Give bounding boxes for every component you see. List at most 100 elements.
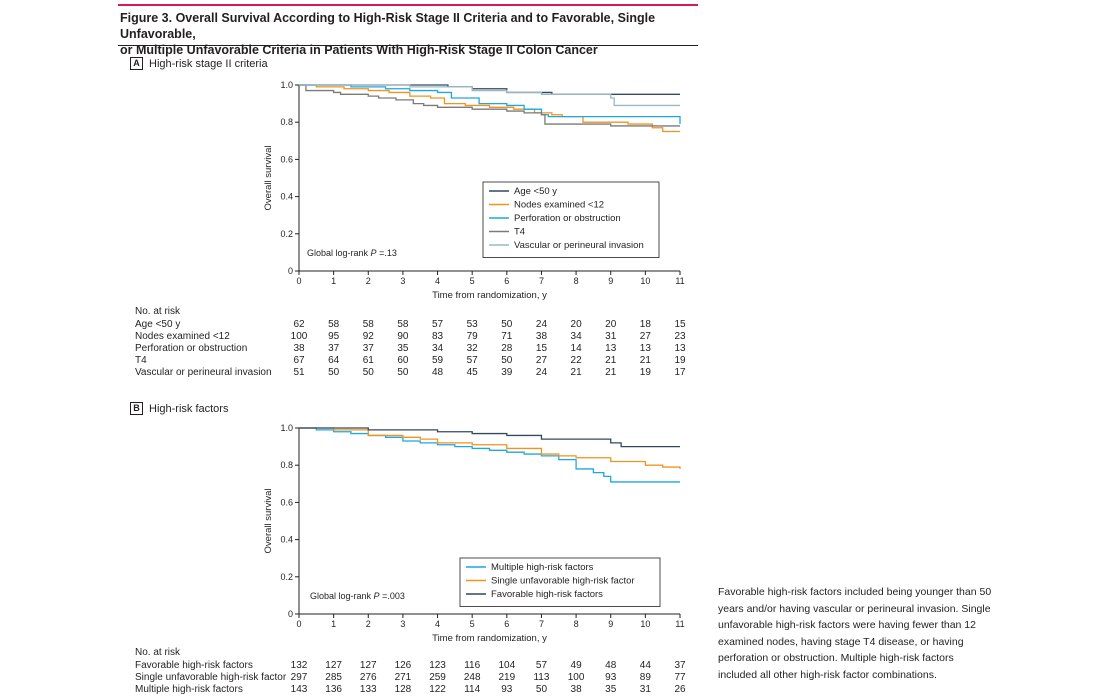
at-risk-value: 35 — [397, 343, 409, 354]
x-tick-label: 8 — [574, 619, 579, 629]
at-risk-value: 219 — [498, 672, 516, 683]
legend-label-5: Vascular or perineural invasion — [514, 240, 644, 251]
at-risk-value: 39 — [501, 367, 513, 378]
x-tick-label: 3 — [400, 619, 405, 629]
at-risk-value: 93 — [605, 672, 617, 683]
panel-a-letter: A — [130, 57, 143, 70]
at-risk-value: 31 — [605, 331, 617, 342]
at-risk-value: 44 — [639, 660, 651, 671]
at-risk-row: Multiple high-risk factors 143 136 133 128 12… — [135, 684, 695, 696]
at-risk-value: 60 — [397, 355, 409, 366]
annotation-p: P — [371, 248, 377, 258]
x-tick-label: 3 — [400, 276, 405, 286]
series-line-3 — [299, 427, 680, 448]
at-risk-value: 64 — [328, 355, 340, 366]
at-risk-value: 13 — [605, 343, 617, 354]
x-tick-label: 7 — [539, 276, 544, 286]
at-risk-row: Age <50 y 62 58 58 58 57 53 50 24 20 20 18 15 — [135, 319, 695, 331]
at-risk-value: 57 — [466, 355, 478, 366]
series-line-2 — [299, 427, 681, 469]
annotation-prefix: Global log-rank — [307, 248, 371, 258]
at-risk-value: 89 — [639, 672, 651, 683]
x-tick-label: 4 — [435, 276, 440, 286]
series-line-4 — [299, 84, 680, 127]
legend-label-3: Favorable high-risk factors — [491, 589, 603, 600]
at-risk-value: 35 — [605, 684, 617, 695]
at-risk-value: 58 — [397, 319, 409, 330]
panel-a-label: A High-risk stage II criteria — [130, 57, 268, 70]
y-tick-label: 0 — [288, 266, 293, 276]
annotation-value: =.13 — [377, 248, 397, 258]
series-line-3 — [299, 84, 681, 125]
at-risk-row-label: Favorable high-risk factors — [135, 660, 253, 671]
x-tick-label: 7 — [539, 619, 544, 629]
at-risk-value: 21 — [570, 367, 582, 378]
at-risk-value: 27 — [639, 331, 651, 342]
at-risk-value: 20 — [605, 319, 617, 330]
panel-b-letter: B — [130, 402, 143, 415]
at-risk-value: 37 — [328, 343, 340, 354]
figure-title-line1: Figure 3. Overall Survival According to … — [120, 11, 656, 41]
at-risk-value: 62 — [293, 319, 305, 330]
at-risk-value: 133 — [359, 684, 377, 695]
at-risk-value: 13 — [674, 343, 686, 354]
at-risk-value: 276 — [359, 672, 377, 683]
y-tick-label: 1.0 — [280, 423, 293, 433]
at-risk-value: 50 — [362, 367, 374, 378]
survival-chart-b: 0 0.2 0.4 0.6 0.8 1.0 0 1 2 3 4 5 6 7 8 9 10 11 Time from … — [263, 423, 685, 644]
at-risk-value: 83 — [431, 331, 444, 342]
log-rank-annotation: Global log-rank P =.13 — [307, 248, 397, 258]
at-risk-row: Perforation or obstruction 38 37 37 35 34 32 28… — [135, 343, 695, 355]
y-tick-label: 0 — [288, 609, 293, 619]
at-risk-value: 32 — [466, 343, 478, 354]
at-risk-value: 53 — [466, 319, 478, 330]
x-axis-label: Time from randomization, y — [432, 633, 547, 644]
at-risk-value: 24 — [535, 367, 548, 378]
at-risk-value: 95 — [328, 331, 340, 342]
at-risk-value: 136 — [325, 684, 342, 695]
legend-label-1: Age <50 y — [514, 186, 557, 197]
at-risk-value: 24 — [535, 319, 548, 330]
at-risk-value: 21 — [639, 355, 651, 366]
at-risk-value: 92 — [362, 331, 374, 342]
at-risk-value: 45 — [466, 367, 478, 378]
x-tick-label: 2 — [366, 619, 371, 629]
series-line-5 — [299, 84, 680, 107]
figure-footnote: Favorable high-risk factors included bei… — [718, 586, 992, 681]
at-risk-value: 100 — [567, 672, 585, 683]
x-tick-label: 0 — [296, 619, 301, 629]
panel-b-label: B High-risk factors — [130, 402, 228, 415]
at-risk-value: 61 — [362, 355, 374, 366]
at-risk-row-label: Single unfavorable high-risk factor — [135, 672, 287, 683]
at-risk-value: 114 — [464, 684, 481, 695]
x-tick-label: 6 — [504, 276, 509, 286]
at-risk-value: 127 — [359, 660, 377, 671]
y-axis-label: Overall survival — [263, 146, 274, 211]
at-risk-value: 57 — [431, 319, 444, 330]
at-risk-value: 37 — [362, 343, 374, 354]
at-risk-value: 128 — [394, 684, 412, 695]
x-tick-label: 9 — [608, 619, 613, 629]
accent-bar — [118, 4, 698, 6]
legend-label-2: Nodes examined <12 — [514, 200, 604, 211]
at-risk-value: 50 — [501, 319, 513, 330]
at-risk-value: 93 — [501, 684, 513, 695]
at-risk-value: 28 — [501, 343, 513, 354]
legend-label-4: T4 — [514, 227, 525, 238]
at-risk-value: 143 — [290, 684, 308, 695]
at-risk-value: 57 — [535, 660, 548, 671]
at-risk-value: 271 — [394, 672, 412, 683]
at-risk-value: 38 — [570, 684, 582, 695]
x-tick-label: 9 — [608, 276, 613, 286]
x-tick-label: 8 — [574, 276, 579, 286]
y-tick-label: 0.4 — [280, 192, 293, 202]
at-risk-value: 38 — [293, 343, 305, 354]
at-risk-table-b: No. at risk Favorable high-risk factors 1… — [135, 647, 695, 699]
at-risk-value: 248 — [463, 672, 481, 683]
legend-box — [482, 181, 660, 258]
y-tick-label: 0.2 — [280, 572, 293, 582]
at-risk-value: 27 — [535, 355, 548, 366]
at-risk-value: 21 — [605, 355, 617, 366]
x-tick-label: 1 — [331, 619, 336, 629]
at-risk-value: 100 — [290, 331, 308, 342]
